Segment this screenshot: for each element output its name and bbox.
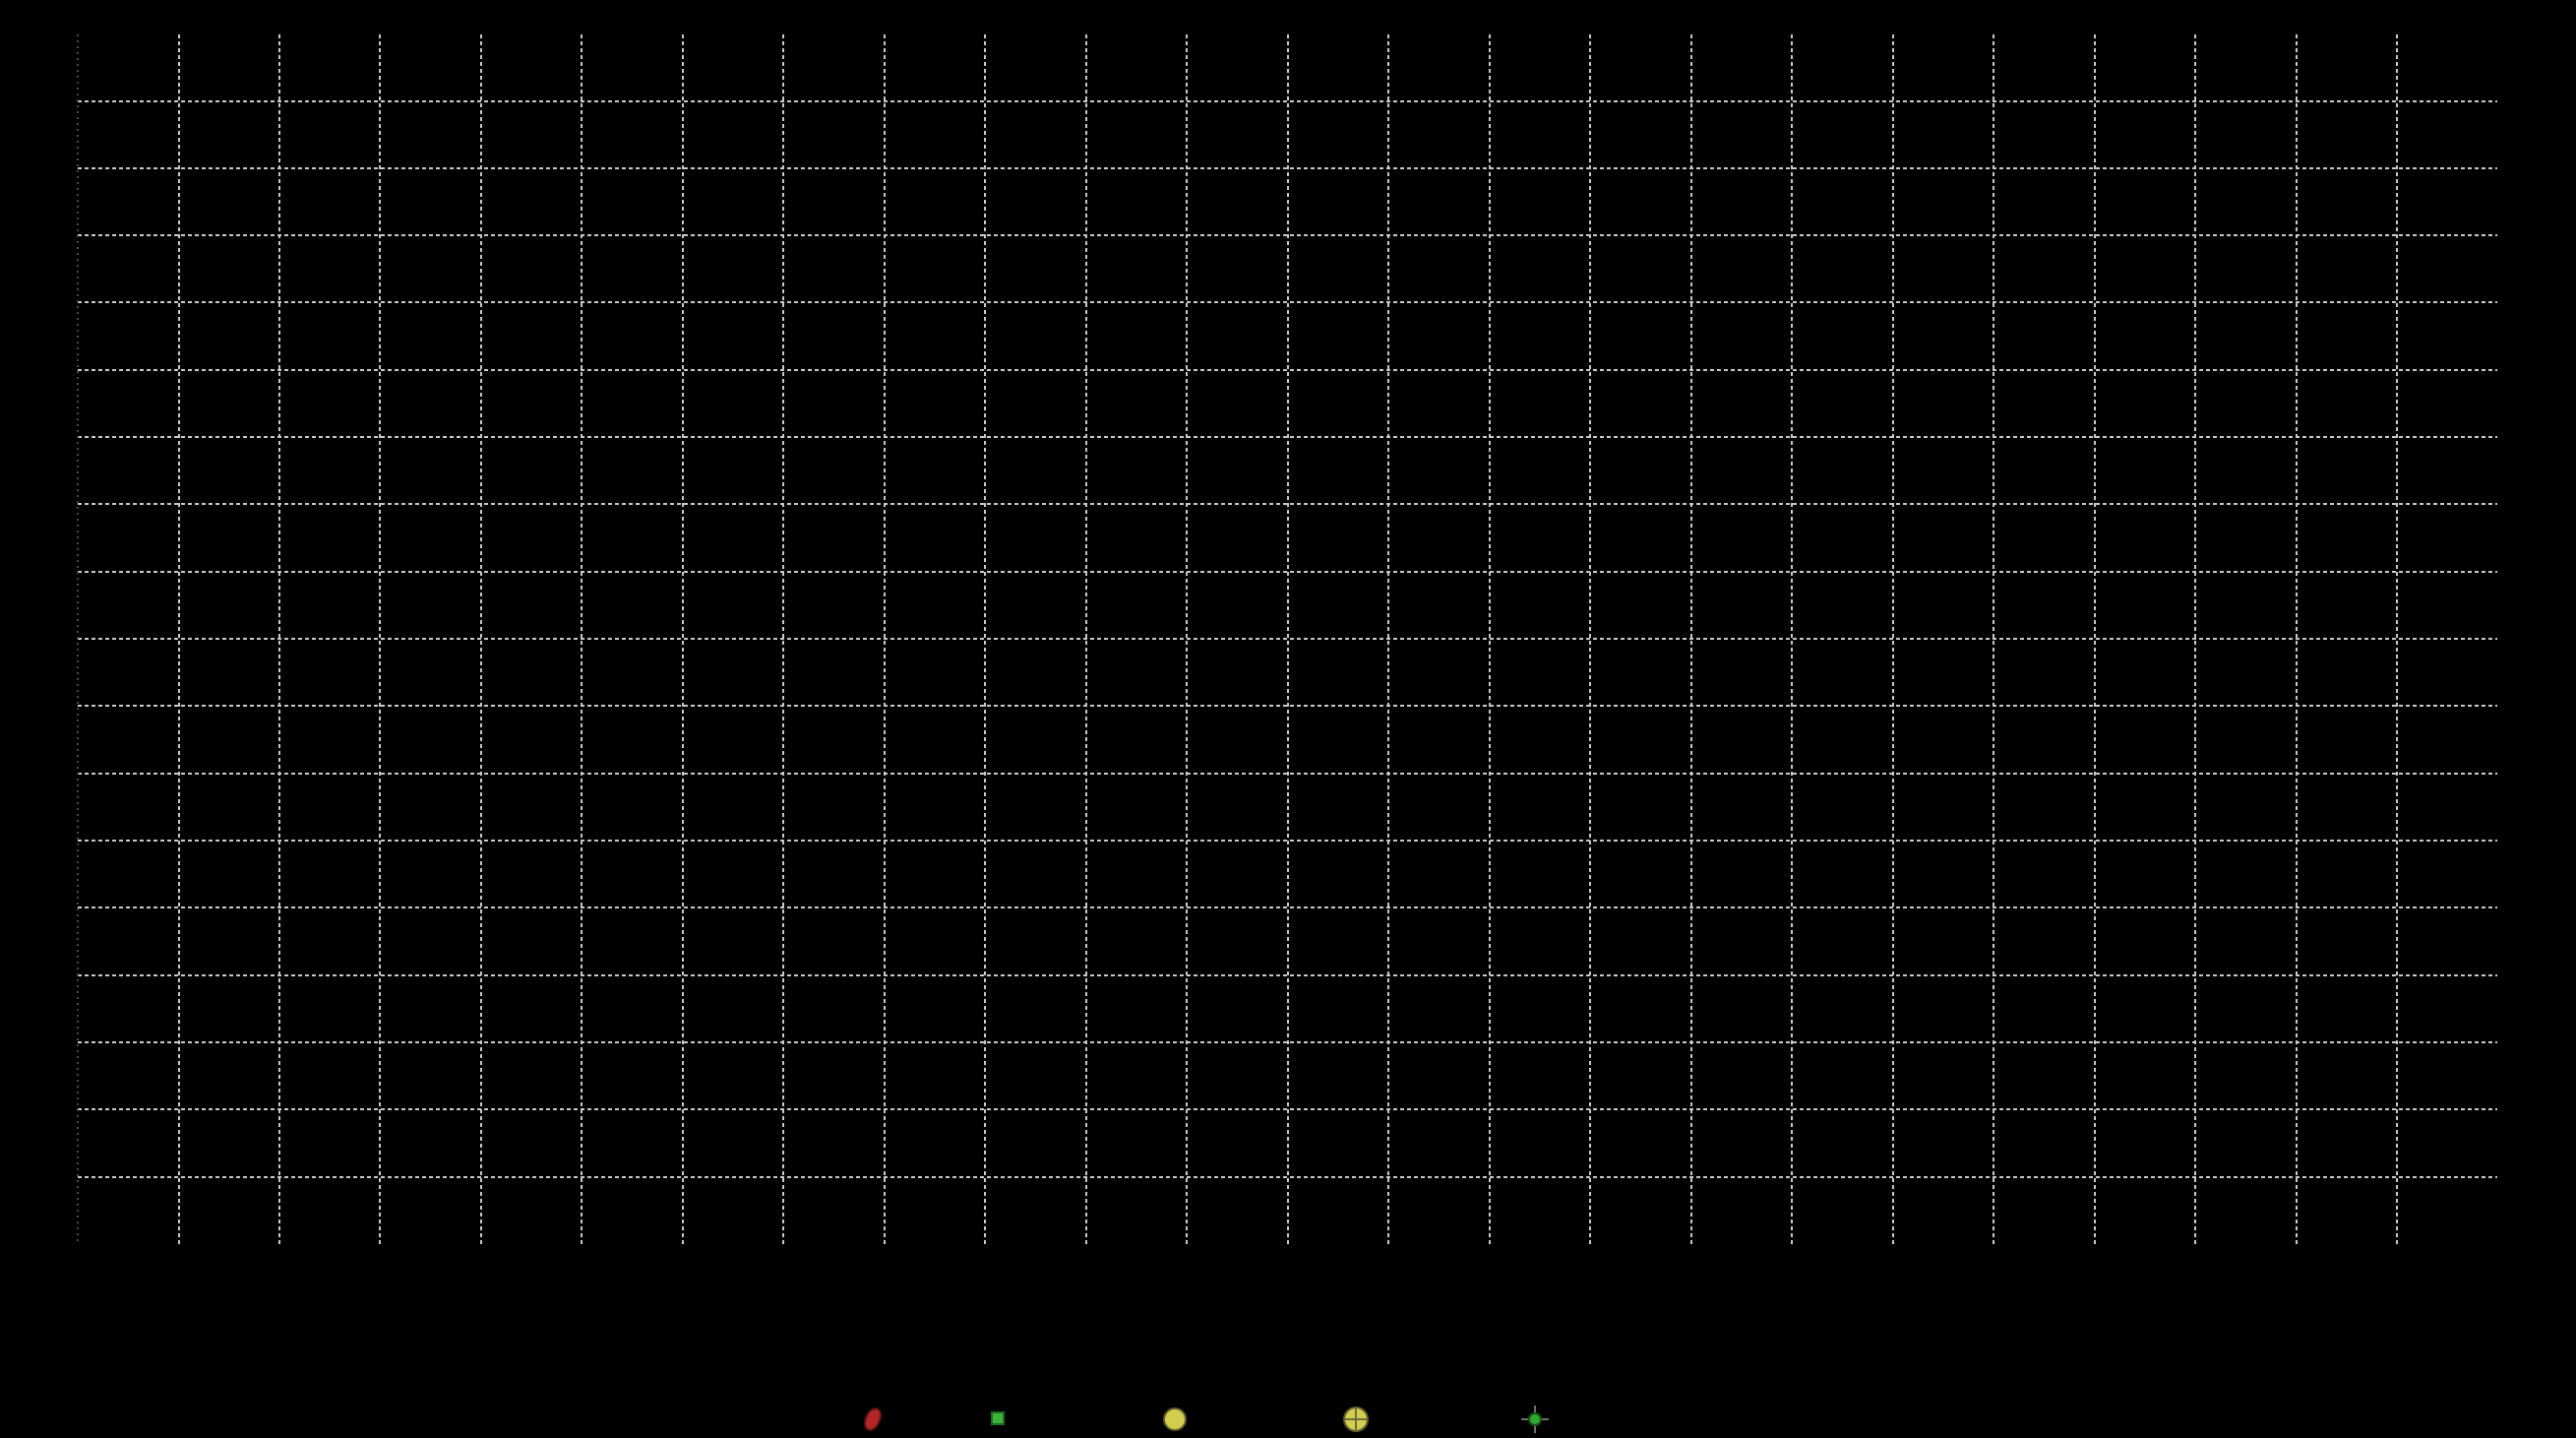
gridline-horizontal	[78, 301, 2497, 304]
gridline-horizontal	[78, 570, 2497, 573]
gridline-horizontal	[78, 1175, 2497, 1178]
gridline-horizontal	[78, 1041, 2497, 1044]
gridline-horizontal	[78, 99, 2497, 102]
gridline-horizontal	[78, 973, 2497, 976]
legend-marker-green-square	[991, 1411, 1005, 1425]
legend-marker-green-dot-plus	[1521, 1406, 1549, 1433]
gridline-horizontal	[78, 436, 2497, 439]
gridline-horizontal	[78, 907, 2497, 909]
y-axis-spine	[77, 34, 79, 1244]
gridline-horizontal	[78, 503, 2497, 506]
gridline-horizontal	[78, 638, 2497, 641]
gridline-horizontal	[78, 705, 2497, 708]
legend-marker-yellow-circle	[1163, 1407, 1187, 1431]
legend-marker-yellow-circle-cross	[1343, 1407, 1369, 1432]
gridline-horizontal	[78, 368, 2497, 371]
gridline-horizontal	[78, 166, 2497, 169]
gridline-horizontal	[78, 772, 2497, 775]
gridline-horizontal	[78, 840, 2497, 843]
gridline-horizontal	[78, 1108, 2497, 1111]
gridline-horizontal	[78, 234, 2497, 237]
legend-marker-red-ellipse	[864, 1407, 882, 1431]
